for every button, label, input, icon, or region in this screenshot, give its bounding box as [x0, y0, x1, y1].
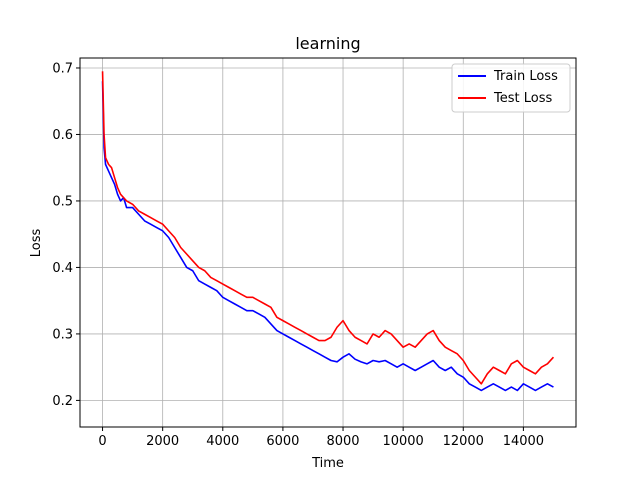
plot-frame — [79, 57, 577, 428]
y-axis-label: Loss — [29, 229, 44, 258]
y-tick-label: 0.3 — [52, 327, 73, 342]
grid-lines — [80, 58, 576, 427]
x-tick-label: 2000 — [146, 434, 179, 449]
x-tick-label: 0 — [98, 434, 106, 449]
series-lines — [101, 71, 555, 392]
series-line-test-loss — [101, 71, 555, 385]
x-tick-label: 6000 — [266, 434, 299, 449]
x-tick-label: 10000 — [382, 434, 423, 449]
legend-label-train-loss: Train Loss — [493, 69, 558, 84]
y-tick-label: 0.7 — [52, 61, 73, 76]
legend-label-test-loss: Test Loss — [493, 91, 552, 106]
axis-ticks: 0 2000 4000 6000 8000 10000 12000 14000 0.2 0.3 0.… — [52, 61, 544, 449]
y-tick-label: 0.4 — [52, 261, 73, 276]
x-tick-label: 4000 — [206, 434, 239, 449]
y-tick-label: 0.5 — [52, 194, 73, 209]
y-tick-label: 0.6 — [52, 128, 73, 143]
y-tick-label: 0.2 — [52, 394, 73, 409]
x-axis-label: Time — [311, 456, 344, 471]
x-tick-label: 12000 — [443, 434, 484, 449]
x-tick-label: 14000 — [503, 434, 544, 449]
legend: Train Loss Test Loss — [451, 63, 571, 113]
series-line-train-loss — [101, 81, 554, 392]
chart-title: learning — [295, 34, 360, 53]
x-tick-label: 8000 — [326, 434, 359, 449]
